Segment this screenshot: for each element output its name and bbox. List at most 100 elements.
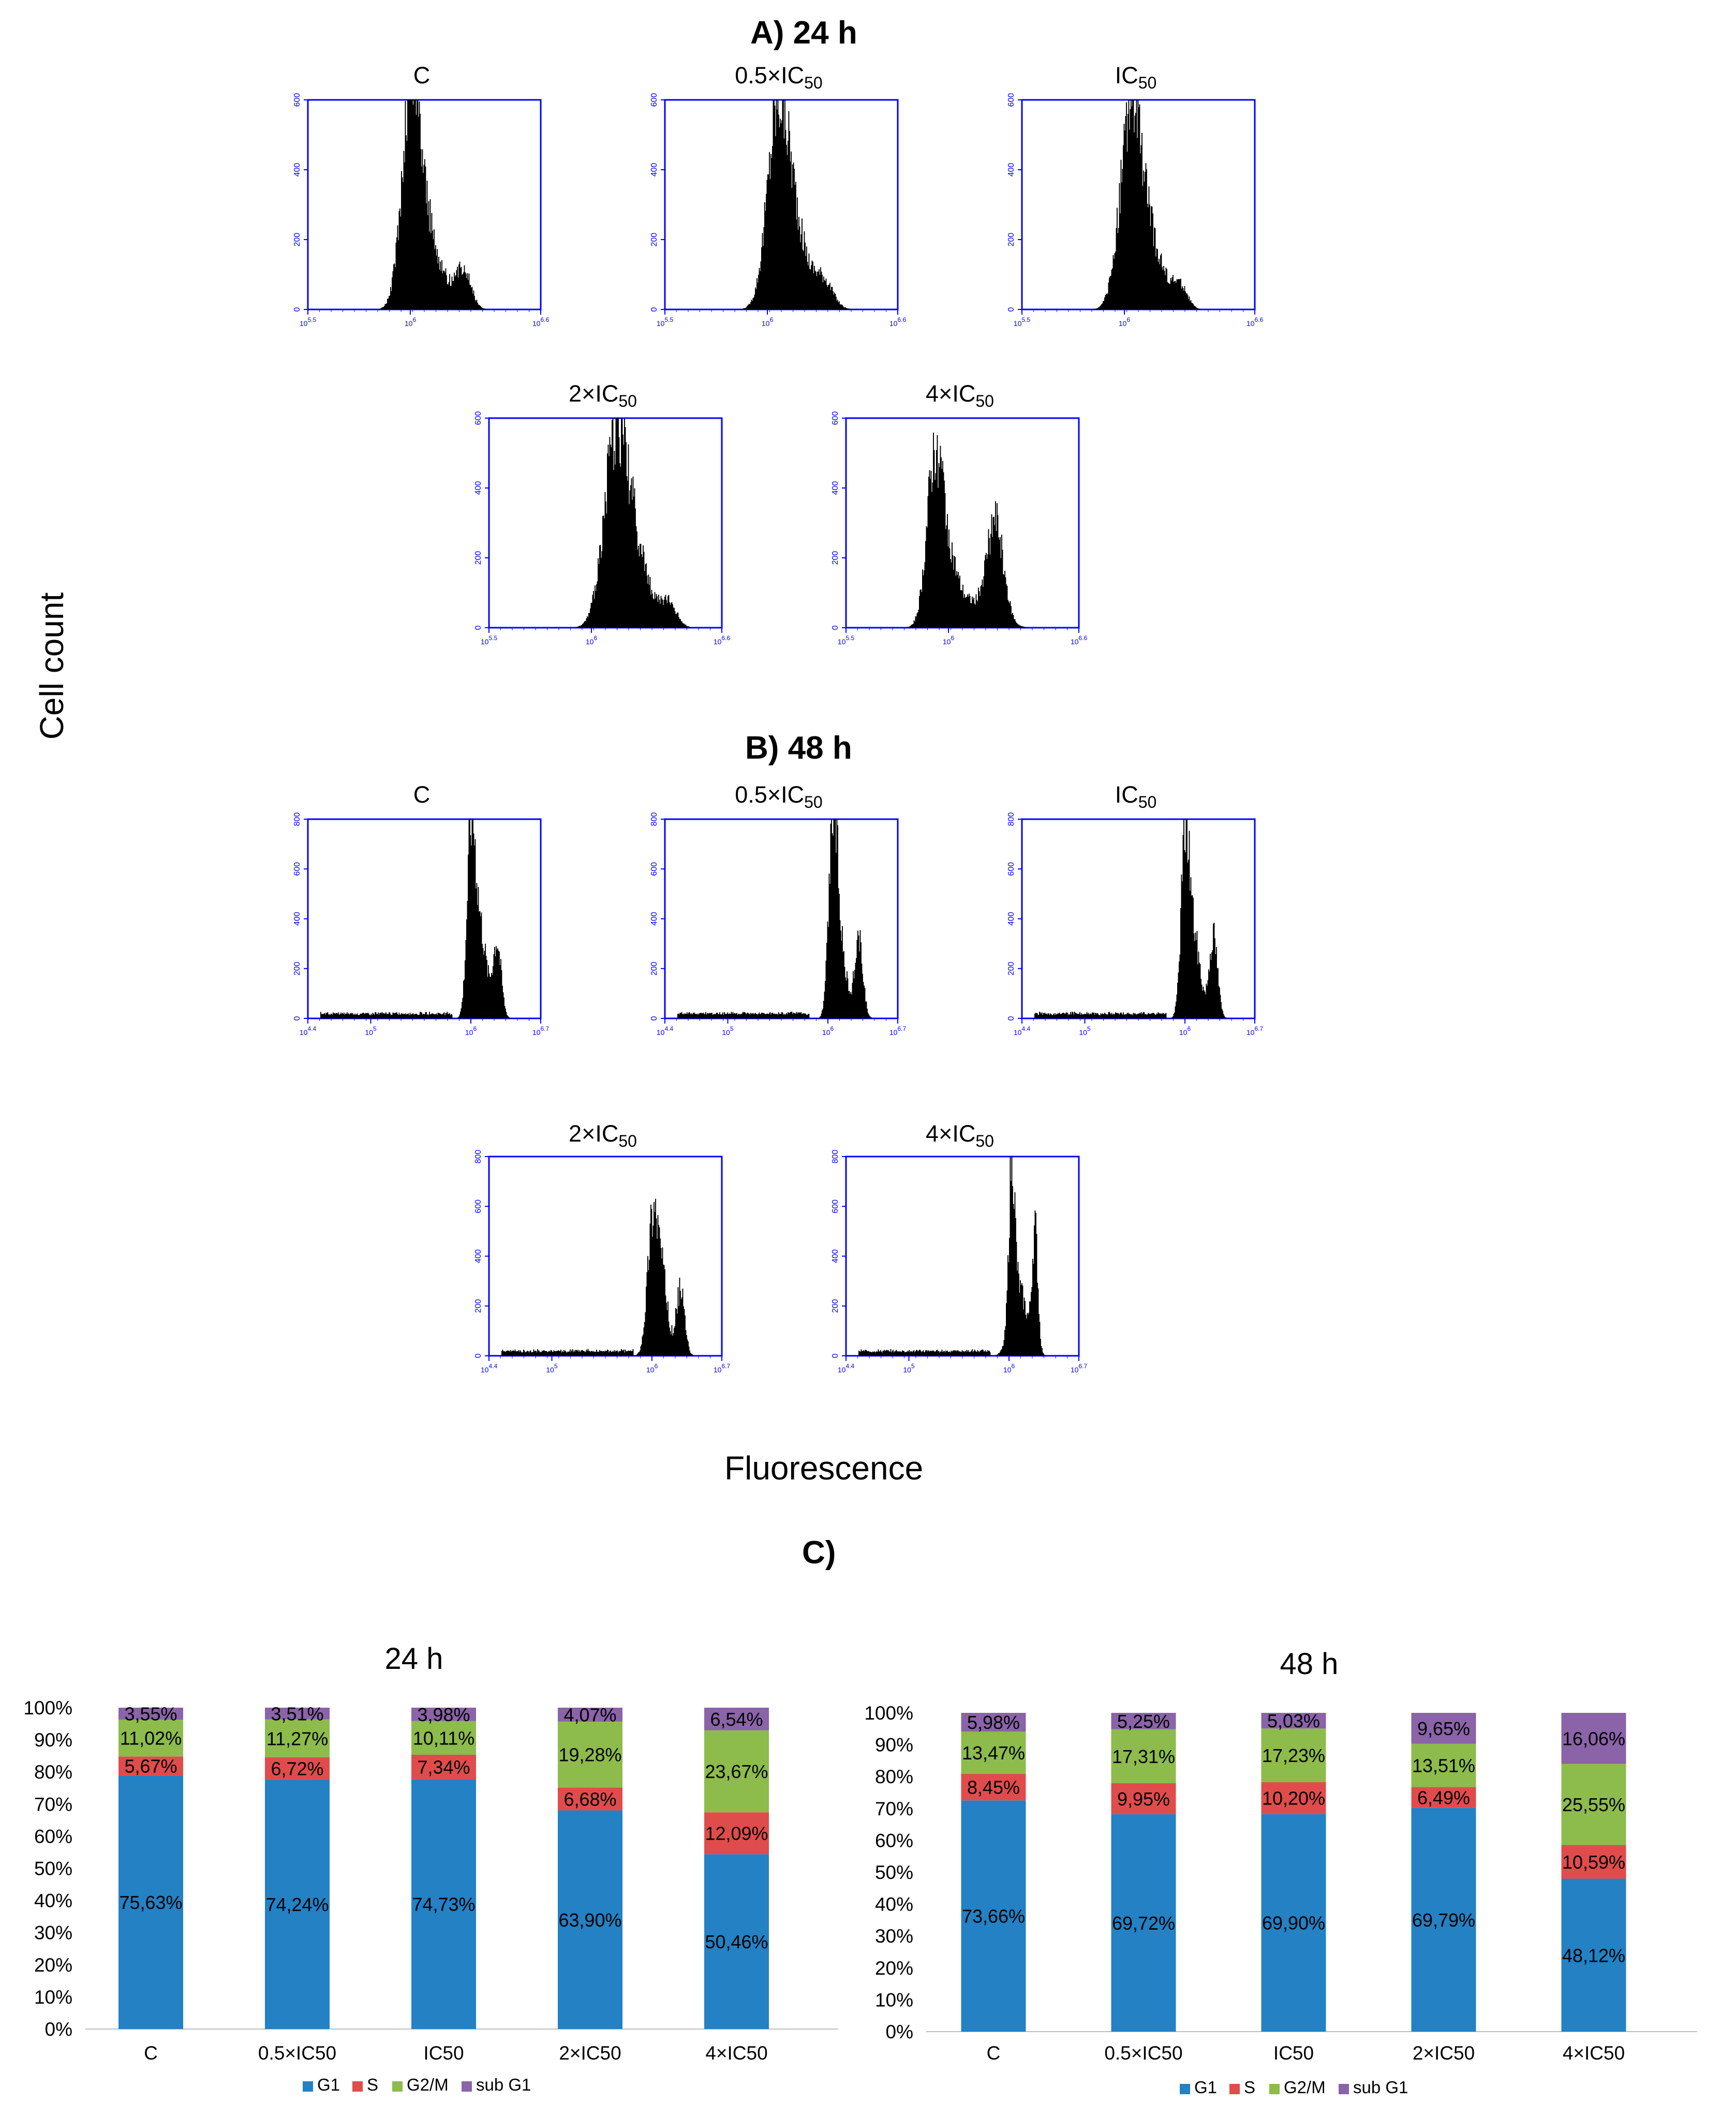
hist-bar [871,1352,873,1356]
hist-bar [1150,226,1151,309]
hist-bar [1161,1013,1162,1018]
hist-bar [1147,1014,1148,1018]
hist-bar [989,538,990,628]
hist-bar [1031,1292,1032,1356]
hist-bar [1039,1322,1041,1356]
hist-bar [1152,213,1153,309]
hist-bar [1120,159,1122,309]
hist-bar [823,1001,824,1018]
hist-bar [505,1008,506,1018]
hist-bar [1207,980,1209,1018]
hist-bar [1003,574,1004,628]
hist-bar [426,1015,428,1018]
hist-bar [1071,1014,1072,1018]
hist-bar [638,545,639,628]
hist-bar [828,284,830,309]
hist-bar [370,1015,371,1018]
legend-label: G1 [317,2075,340,2094]
hist-bar [587,616,588,628]
hist-bar [1007,1255,1008,1356]
hist-bar [917,1351,918,1356]
hist-bar [1183,819,1184,1018]
hist-bar [637,549,639,628]
hist-bar [576,627,578,628]
hist-bar [1185,291,1186,309]
hist-bar [760,261,762,309]
hist-bar [499,965,501,1018]
hist-bar [715,1014,716,1018]
hist-y-tick-label: 400 [1007,912,1016,926]
hist-bar [715,1014,717,1018]
hist-bar [471,287,472,309]
hist-bar [1165,1013,1167,1018]
hist-bar [408,100,409,309]
hist-x-tick-label: 105 [546,1363,558,1374]
hist-bar [422,149,423,309]
hist-bar [351,1014,352,1018]
hist-bar [822,274,823,309]
hist-bar [1075,1012,1076,1018]
hist-bar [756,1013,758,1018]
hist-bar [1117,233,1119,309]
hist-bar [969,1352,970,1356]
hist-bar [730,1014,731,1018]
hist-bar [1015,621,1016,628]
hist-bar [850,991,852,1018]
hist-bar [1020,1285,1022,1356]
hist-bar [828,926,829,1018]
hist-bar [606,1351,607,1356]
hist-bar [1190,877,1192,1018]
hist-bar [504,1006,506,1018]
hist-bar [953,1350,954,1356]
hist-bar [1035,1013,1036,1018]
hist-bar [669,1327,670,1356]
hist-bar [1165,1014,1166,1018]
hist-bar [827,921,828,1018]
hist-bar [320,1012,321,1018]
hist-bar [573,1350,575,1356]
hist-bar [547,1352,548,1356]
hist-bar [662,1247,663,1356]
hist-bar [431,1014,432,1018]
hist-bar [1039,1012,1040,1018]
hist-bar [554,1351,555,1356]
bar-segment-g2-m [961,1731,1026,1774]
bar-segment-g2-m [265,1719,330,1757]
hist-bar [1142,1013,1144,1018]
hist-bar [1165,275,1166,309]
hist-bar [1191,895,1192,1018]
hist-x-tick-label: 106.6 [889,316,907,328]
bar-data-label: 8,45% [967,1777,1020,1798]
hist-bar [1134,132,1135,309]
hist-y-tick-label: 0 [474,625,483,630]
hist-bar [439,270,440,309]
hist-bar [1199,964,1201,1018]
hist-bar [474,300,476,309]
hist-bar [419,101,420,309]
hist-bar [999,1353,1000,1356]
hist-bar [855,963,856,1018]
hist-bar [324,1013,325,1018]
hist-bar [1020,1280,1021,1356]
hist-x-tick-label: 106.6 [714,634,731,646]
hist-bar [495,956,496,1018]
hist-bar [581,625,582,628]
hist-bar [598,558,599,628]
hist-bar [1140,145,1142,309]
hist-bar [1134,115,1136,309]
hist-bar [597,1352,598,1356]
hist-bar [434,249,436,309]
hist-bar [1165,268,1167,309]
hist-bar [1120,1012,1122,1018]
hist-bar [629,490,631,628]
hist-bar [612,1351,614,1356]
hist-bar [967,1351,968,1356]
hist-bar [1173,282,1175,309]
hist-bar [802,249,804,309]
hist-bar [605,501,606,628]
hist-bar [937,1350,938,1356]
hist-bar [1116,228,1117,309]
hist-bar [417,1015,419,1018]
hist-bar [438,1013,439,1018]
hist-bar [850,994,851,1018]
